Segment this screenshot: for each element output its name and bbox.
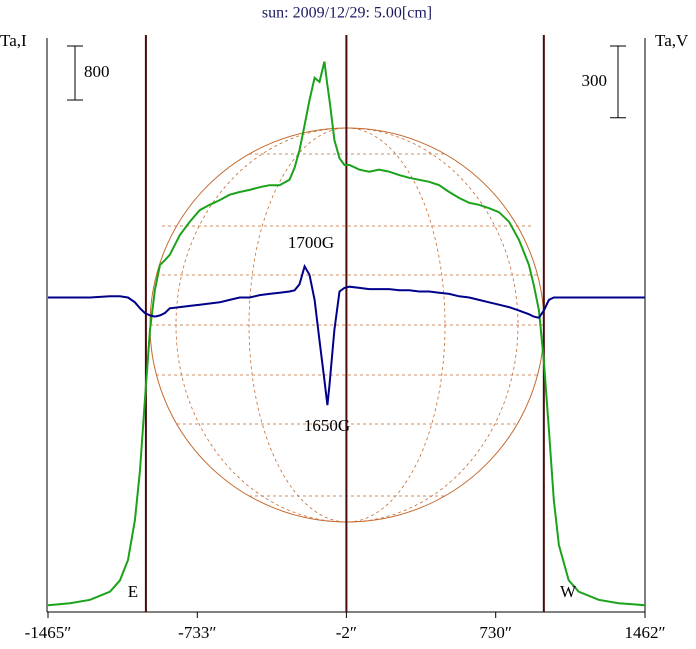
annotation: 1700G (288, 233, 334, 252)
chart-title: sun: 2009/12/29: 5.00[cm] (262, 5, 432, 22)
annotation: 1650G (304, 416, 350, 435)
x-tick-label: 1462″ (624, 623, 665, 642)
scale-bar-label: 300 (582, 71, 608, 90)
annotation: E (128, 582, 138, 601)
x-tick-label: -1465″ (25, 623, 72, 642)
x-tick-label: 730″ (479, 623, 512, 642)
scale-bar-label: 800 (84, 62, 110, 81)
y2-axis-label: Ta,V (655, 31, 689, 50)
y-axis-label: Ta,I (0, 31, 27, 50)
x-tick-label: -733″ (178, 623, 216, 642)
annotation: W (560, 582, 577, 601)
series-line (47, 61, 646, 607)
x-tick-label: -2″ (336, 623, 357, 642)
series-line (48, 263, 645, 406)
